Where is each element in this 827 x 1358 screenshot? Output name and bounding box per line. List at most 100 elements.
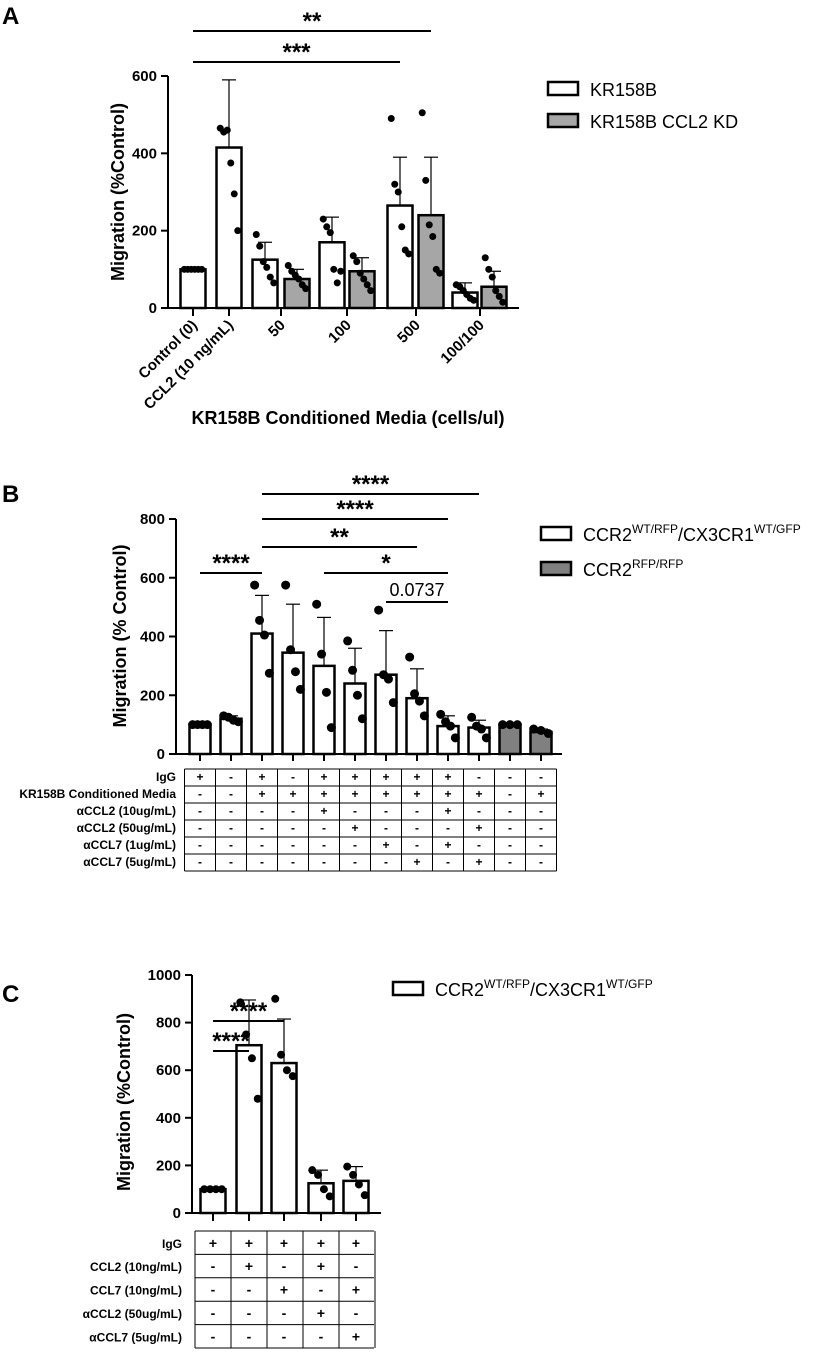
table-cell: + [317,1235,325,1251]
table-row-label: αCCL7 (5ug/mL) [83,855,176,869]
bar [283,277,311,310]
y-tick-label: 600 [132,68,157,85]
legend-swatch [539,560,573,577]
data-point [333,279,341,287]
table-cell: - [322,821,326,835]
table-cell: - [477,804,481,818]
data-point [419,711,429,721]
data-point [302,285,310,293]
table-cell: + [352,1282,360,1298]
data-point [282,1066,291,1075]
bar [417,213,445,310]
bar [235,1043,263,1215]
table-cell: - [229,821,233,835]
significance-label: **** [352,471,390,498]
data-point [450,733,460,743]
data-point [286,645,296,655]
table-cell: - [247,1328,252,1344]
data-point [317,649,327,659]
data-point [236,998,245,1007]
significance-label: **** [212,1028,250,1055]
data-point [250,580,260,590]
table-cell: + [289,787,296,801]
table-cell: + [475,787,482,801]
data-point [202,720,212,730]
data-point [481,254,489,262]
table-cell: - [354,1305,359,1321]
bar [270,1061,298,1215]
table-cell: - [229,770,233,784]
data-point [233,717,243,727]
data-point [255,615,265,625]
x-tick-label: 100 [325,317,355,347]
table-cell: - [508,770,512,784]
table-cell: + [352,1328,360,1344]
table-cell: - [446,821,450,835]
x-tick-label: 500 [394,317,424,347]
table-cell: - [291,804,295,818]
data-point [529,724,539,734]
table-cell: + [382,838,389,852]
table-cell: + [413,855,420,869]
data-point [252,231,260,239]
table-cell: - [282,1258,287,1274]
table-cell: + [209,1235,217,1251]
data-point [481,733,491,743]
table-cell: - [415,838,419,852]
table-cell: - [322,855,326,869]
data-point [200,1185,209,1194]
table-row-label: CCL7 (10ng/mL) [90,1284,182,1298]
data-point [492,287,500,295]
table-cell: + [382,787,389,801]
table-cell: + [317,1305,325,1321]
data-point [470,296,478,304]
data-point [295,684,305,694]
panel-a-xlabel: KR158B Conditioned Media (cells/ul) [191,408,504,428]
table-cell: - [211,1258,216,1274]
table-cell: - [354,1258,359,1274]
legend-swatch [546,80,580,97]
table-cell: - [508,838,512,852]
data-point [499,298,507,306]
table-cell: - [211,1305,216,1321]
x-tick-label: 50 [265,317,289,341]
table-cell: - [291,838,295,852]
data-point [321,687,331,697]
data-point [349,1170,358,1179]
data-point [476,724,486,734]
table-row-label: KR158B Conditioned Media [19,787,176,801]
data-point [353,258,361,266]
data-point [429,232,437,240]
legend-swatch [539,525,573,542]
y-tick-label: 200 [156,1157,181,1174]
table-cell: - [229,855,233,869]
table-cell: - [508,855,512,869]
table-cell: - [446,855,450,869]
bar [374,673,398,756]
table-row-label: IgG [162,1237,182,1251]
data-point [266,273,274,281]
data-point [436,269,444,277]
data-point [198,265,206,273]
table-cell: + [444,804,451,818]
legend-swatch [391,980,425,997]
data-point [356,269,364,277]
data-point [308,1166,317,1175]
table-cell: + [537,787,544,801]
data-point [388,698,398,708]
data-point [414,696,424,706]
data-point [281,580,291,590]
table-cell: + [258,770,265,784]
data-point [227,159,235,167]
data-point [295,275,303,283]
y-tick-label: 800 [140,511,165,528]
table-cell: - [384,804,388,818]
data-point [536,726,546,735]
data-point [505,720,515,730]
data-point [288,1072,297,1081]
table-cell: - [508,821,512,835]
bar [312,664,336,756]
y-tick-label: 0 [157,746,165,763]
data-point [543,728,553,738]
